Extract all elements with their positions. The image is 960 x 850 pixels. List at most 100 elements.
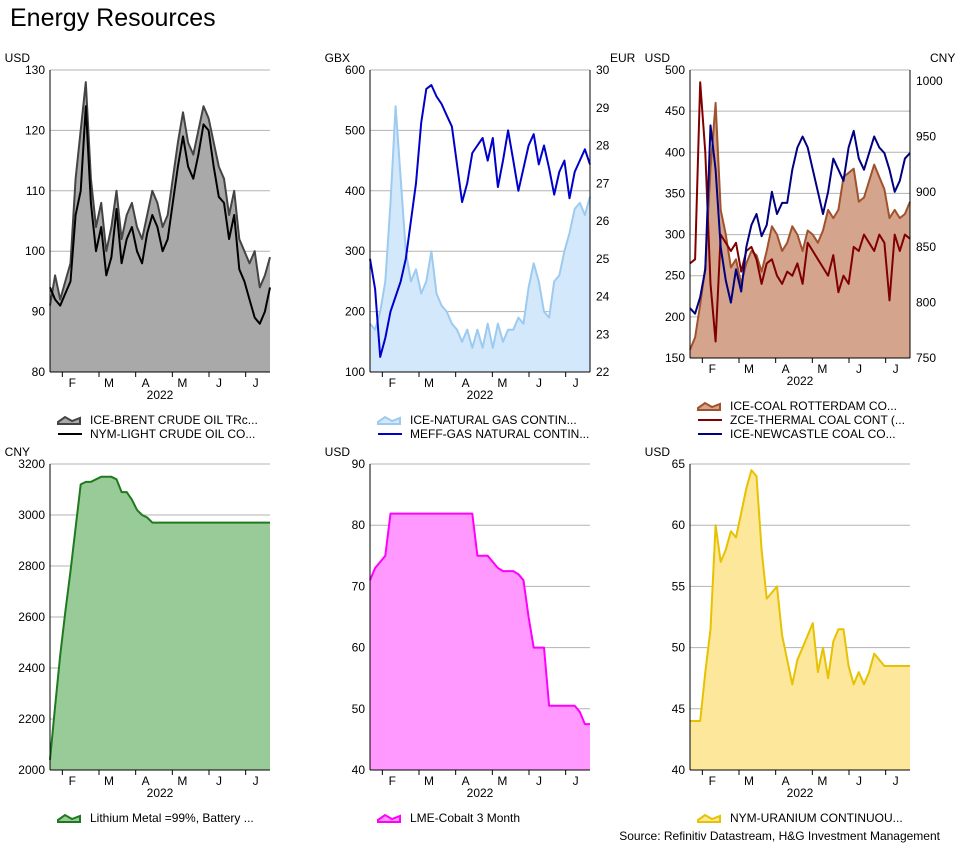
y-tick-label: 300: [665, 228, 685, 242]
y-tick-label: 60: [352, 641, 366, 655]
legend-swatch: [377, 415, 401, 425]
series-area-coal-0: [690, 102, 910, 359]
x-tick-label: F: [389, 774, 396, 788]
x-tick-label: F: [709, 774, 716, 788]
x-tick-label: J: [216, 376, 222, 390]
x-tick-label: J: [573, 774, 579, 788]
y2-tick-label: 28: [596, 139, 610, 153]
series-area-lithium-0: [50, 476, 270, 770]
y-tick-label: 90: [32, 305, 46, 319]
series-area-uranium-0: [690, 470, 910, 770]
y-tick-label: 40: [352, 763, 366, 777]
y-tick-label: 600: [345, 63, 365, 77]
series-area-gas-0: [370, 106, 590, 372]
y-tick-label: 120: [25, 123, 45, 137]
left-axis-unit: USD: [645, 445, 671, 459]
x-tick-label: M: [104, 376, 114, 390]
y2-tick-label: 30: [596, 63, 610, 77]
y-tick-label: 200: [345, 305, 365, 319]
legend-swatch: [697, 401, 721, 411]
y-tick-label: 150: [665, 351, 685, 365]
x-tick-label: J: [856, 362, 862, 376]
y-tick-label: 400: [345, 184, 365, 198]
series-line-cobalt-0: [369, 512, 590, 726]
y2-tick-label: 850: [916, 240, 936, 254]
x-axis-year-label: 2022: [147, 388, 174, 402]
legend-swatch: [57, 813, 81, 823]
y-tick-label: 55: [672, 579, 686, 593]
y-tick-label: 80: [32, 365, 46, 379]
series-line-oil-1: [49, 105, 271, 325]
y-tick-label: 60: [672, 518, 686, 532]
x-tick-label: A: [142, 774, 150, 788]
series-line-coal-0: [689, 101, 911, 351]
x-axis-year-label: 2022: [467, 786, 494, 800]
x-tick-label: M: [744, 362, 754, 376]
right-axis-unit: EUR: [610, 51, 636, 65]
page-title: Energy Resources: [10, 4, 216, 32]
x-tick-label: F: [69, 376, 76, 390]
y-tick-label: 250: [665, 269, 685, 283]
x-tick-label: A: [462, 376, 470, 390]
y-tick-label: 50: [352, 702, 366, 716]
y-tick-label: 130: [25, 63, 45, 77]
x-tick-label: J: [536, 376, 542, 390]
y2-tick-label: 950: [916, 129, 936, 143]
left-axis-unit: CNY: [5, 445, 30, 459]
y-tick-label: 500: [345, 123, 365, 137]
legend-swatch: [377, 813, 401, 823]
y-tick-label: 70: [352, 579, 366, 593]
legend-label: ICE-NATURAL GAS CONTIN...: [410, 413, 577, 427]
y-tick-label: 2600: [18, 610, 45, 624]
y2-tick-label: 900: [916, 185, 936, 199]
x-tick-label: M: [177, 774, 187, 788]
y-tick-label: 100: [25, 244, 45, 258]
x-tick-label: M: [424, 376, 434, 390]
x-tick-label: J: [573, 376, 579, 390]
y-tick-label: 2800: [18, 559, 45, 573]
left-axis-unit: USD: [325, 445, 351, 459]
y-tick-label: 400: [665, 145, 685, 159]
x-tick-label: M: [744, 774, 754, 788]
y2-tick-label: 27: [596, 176, 610, 190]
x-tick-label: A: [782, 774, 790, 788]
x-tick-label: J: [893, 774, 899, 788]
left-axis-unit: USD: [645, 51, 671, 65]
y2-tick-label: 29: [596, 101, 610, 115]
x-tick-label: M: [177, 376, 187, 390]
legend-label: NYM-LIGHT CRUDE OIL CO...: [90, 427, 255, 441]
y-tick-label: 90: [352, 457, 366, 471]
y-tick-label: 80: [352, 518, 366, 532]
x-tick-label: F: [69, 774, 76, 788]
series-line-coal-2: [689, 124, 911, 315]
legend-label: LME-Cobalt 3 Month: [410, 811, 520, 825]
series-area-oil-0: [50, 82, 270, 372]
x-tick-label: F: [709, 362, 716, 376]
left-axis-unit: USD: [5, 51, 31, 65]
x-axis-year-label: 2022: [147, 786, 174, 800]
y-tick-label: 40: [672, 763, 686, 777]
y-tick-label: 450: [665, 104, 685, 118]
right-axis-unit: CNY: [930, 51, 955, 65]
series-line-lithium-0: [49, 475, 270, 760]
y2-tick-label: 23: [596, 327, 610, 341]
x-tick-label: F: [389, 376, 396, 390]
y-tick-label: 3200: [18, 457, 45, 471]
x-tick-label: A: [462, 774, 470, 788]
x-tick-label: J: [253, 774, 259, 788]
series-line-oil-0: [49, 81, 271, 306]
legend-label: NYM-URANIUM CONTINUOU...: [730, 811, 903, 825]
y-tick-label: 65: [672, 457, 686, 471]
y2-tick-label: 22: [596, 365, 610, 379]
legend-label: MEFF-GAS NATURAL CONTIN...: [410, 427, 589, 441]
y-tick-label: 100: [345, 365, 365, 379]
x-tick-label: M: [104, 774, 114, 788]
x-tick-label: M: [497, 376, 507, 390]
legend-swatch: [57, 415, 81, 425]
y-tick-label: 45: [672, 702, 686, 716]
series-line-coal-1: [689, 81, 911, 343]
y-tick-label: 200: [665, 310, 685, 324]
